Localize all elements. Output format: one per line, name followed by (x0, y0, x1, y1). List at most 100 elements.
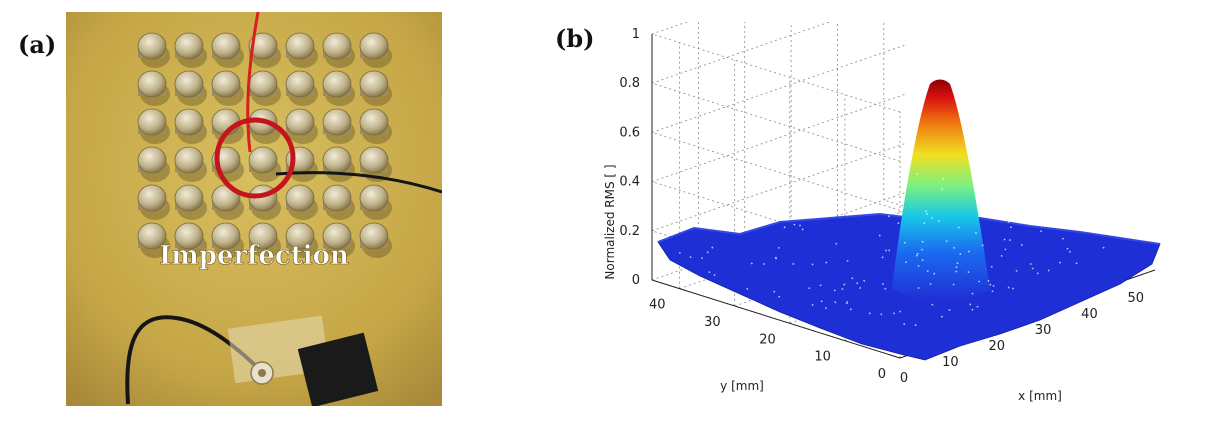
pillar (285, 32, 315, 60)
surface-speckle (948, 309, 951, 311)
surface-speckle (884, 287, 887, 290)
pillar (322, 184, 352, 212)
surface-speckle (881, 256, 884, 259)
surface-speckle (843, 283, 846, 286)
surface-speckle (981, 207, 984, 210)
surface-speckle (859, 287, 862, 289)
pillar (322, 222, 352, 250)
surface-speckle (917, 264, 920, 267)
surface-speckle (856, 282, 859, 285)
tick-label: 0 (878, 367, 886, 382)
surface-speckle (915, 254, 918, 257)
tick-label: 50 (1128, 291, 1145, 306)
pillar (174, 146, 204, 174)
pillar (211, 70, 241, 98)
black-pad (297, 332, 379, 406)
surface-speckle (746, 287, 749, 290)
surface-speckle (817, 215, 820, 218)
surface-speckle (990, 265, 993, 268)
surface-speckle (901, 197, 904, 200)
surface-speckle (1007, 286, 1010, 289)
pillar-array (137, 32, 392, 258)
surface-speckle (953, 246, 956, 249)
surface-speckle (945, 240, 948, 242)
surface-speckle (903, 323, 906, 326)
x-axis-label: x [mm] (1018, 389, 1062, 403)
surface-speckle (841, 288, 844, 290)
surface-speckle (923, 222, 926, 225)
surface-speckle (893, 312, 895, 315)
surface-speckle (921, 240, 924, 243)
surface-speckle (903, 241, 906, 244)
surface-speckle (831, 196, 834, 199)
tick-label: 0 (632, 273, 640, 288)
tick-label: 20 (759, 332, 776, 347)
surface-speckle (942, 177, 945, 180)
surface-speckle (882, 283, 884, 285)
surface-speckle (993, 202, 996, 205)
surface-speckle (976, 305, 979, 308)
panel-a-label: (a) (18, 30, 57, 59)
surface-speckle (1047, 269, 1050, 272)
grid-line (651, 44, 908, 133)
black-wire-sensor (275, 171, 442, 194)
pillar (174, 32, 204, 60)
surface-speckle (955, 270, 958, 273)
surface-speckle (1031, 267, 1034, 270)
surface-speckle (793, 223, 796, 226)
grid-line (651, 22, 688, 35)
pillar (359, 108, 389, 136)
surface-speckle (988, 197, 991, 200)
surface-speckle (1039, 214, 1042, 216)
surface-speckle (1015, 269, 1018, 272)
surface-speckle (846, 259, 849, 262)
surface-speckle (981, 244, 984, 247)
surface-speckle (967, 250, 970, 253)
surface-speckle (808, 287, 811, 290)
z-axis-label: Normalized RMS [ ] (603, 164, 617, 279)
surface-speckle (851, 209, 854, 212)
surface-speckle (921, 259, 924, 262)
surface-speckle (967, 271, 970, 273)
imperfection-highlight-circle (214, 117, 296, 199)
surface-speckle (992, 285, 995, 287)
tick-label: 0.6 (619, 125, 640, 140)
surface-speckle (933, 272, 936, 275)
surface-speckle (811, 263, 814, 266)
tick-label: 0.2 (619, 224, 640, 239)
pillar (248, 222, 278, 250)
pillar (137, 222, 167, 250)
surface-speckle (921, 248, 923, 251)
pillar (174, 70, 204, 98)
surface-speckle (872, 192, 875, 195)
panel-b-label: (b) (555, 24, 595, 53)
surface-speckle (1003, 238, 1006, 241)
surface-speckle (899, 310, 902, 313)
surface-speckle (862, 195, 864, 198)
surface-speckle (792, 263, 795, 265)
surface-speckle (999, 213, 1001, 215)
surface-speckle (774, 256, 777, 259)
surface-speckle (887, 215, 890, 218)
transducer-center (258, 369, 266, 377)
surface-speckle (917, 287, 920, 289)
surface-speckle (956, 262, 959, 265)
surface-speckle (931, 303, 934, 306)
tick-label: 10 (814, 350, 831, 365)
pillar (137, 70, 167, 98)
grid-line (651, 93, 908, 182)
tick-label: 1 (632, 27, 640, 42)
surface-speckle (929, 283, 932, 285)
surface-speckle (745, 224, 747, 226)
surface-speckle (773, 290, 776, 293)
surface-speckle (890, 182, 892, 185)
surface-speckle (1004, 248, 1007, 251)
y-axis-label: y [mm] (720, 379, 764, 393)
surface-speckle (991, 290, 994, 293)
surface-speckle (957, 226, 960, 229)
surface-speckle (993, 206, 996, 209)
surface-speckle (1009, 226, 1012, 229)
pillar (137, 32, 167, 60)
surface-speckle (825, 261, 828, 264)
surface-speckle (713, 274, 716, 276)
